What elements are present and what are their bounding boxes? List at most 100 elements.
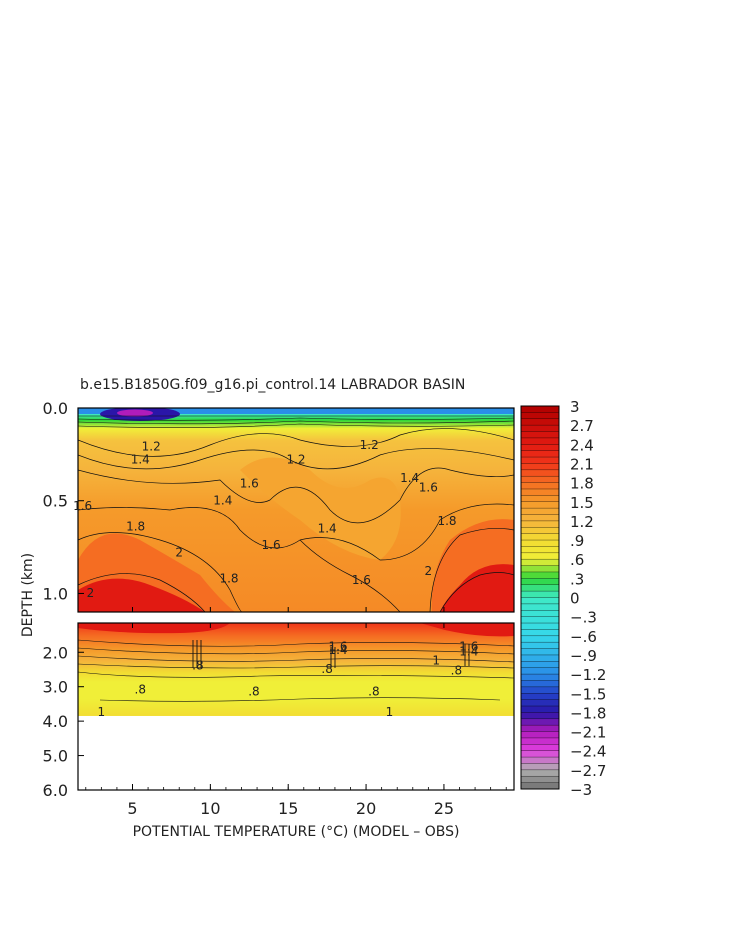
contour-label: 1.2 (142, 440, 161, 454)
colorbar-band (521, 565, 559, 573)
colorbar-band (521, 737, 559, 745)
colorbar-tick-label: −.6 (570, 628, 597, 646)
colorbar-band (521, 431, 559, 439)
colorbar-band (521, 520, 559, 528)
colorbar-band (521, 686, 559, 694)
colorbar-tick-label: 2.4 (570, 436, 594, 454)
colorbar-band (521, 725, 559, 732)
upper-y-tick-label: 0.5 (43, 492, 68, 511)
upper-contour-lines (78, 428, 514, 612)
upper-y-tick-label: 0.0 (43, 399, 68, 418)
colorbar-band (521, 693, 559, 700)
lower-y-tick-label: 5.0 (43, 747, 68, 766)
colorbar-band (521, 603, 559, 611)
colorbar-tick-label: 0 (570, 590, 580, 608)
colorbar-band (521, 629, 559, 637)
contour-label: 1.4 (318, 521, 337, 535)
colorbar-band (521, 661, 559, 669)
lower-y-ticks: 2.0 3.0 4.0 5.0 6.0 (43, 643, 84, 800)
colorbar-band (521, 718, 559, 726)
upper-field-coldest (117, 409, 153, 417)
x-axis-ticks: 5 10 15 20 25 (85, 607, 507, 818)
colorbar-tick-label: −2.4 (570, 743, 606, 761)
colorbar-frame (520, 405, 560, 790)
colorbar-band (521, 654, 559, 662)
upper-field-hot-right (440, 564, 514, 612)
colorbar-tick-label: 2.7 (570, 417, 594, 435)
contour-label: 1.4 (400, 471, 419, 485)
colorbar-tick-label: −1.2 (570, 666, 606, 684)
lower-panel: .8.8.8.8.8.81 111.61.4 1.61.4 2.03.04.05.0… (43, 622, 515, 800)
lower-panel-field (78, 623, 514, 718)
colorbar-band (521, 425, 559, 432)
colorbar-band (521, 763, 559, 771)
colorbar-band (521, 597, 559, 605)
colorbar-band (521, 750, 559, 758)
contour-label: .8 (451, 664, 462, 678)
contour-label: 1.2 (286, 453, 305, 467)
colorbar-band (521, 418, 559, 426)
colorbar-band (521, 482, 559, 490)
contour-label: 1.8 (437, 514, 456, 528)
colorbar-band (521, 680, 559, 688)
contour-label: 1.6 (73, 499, 92, 513)
colorbar-band (521, 527, 559, 534)
colorbar-band (521, 667, 559, 675)
lower-no-data-area (78, 715, 514, 718)
x-tick-label: 15 (278, 799, 298, 818)
colorbar-band (521, 731, 559, 739)
upper-y-tick-label: 1.0 (43, 584, 68, 603)
contour-label: 1.8 (126, 519, 145, 533)
colorbar-band (521, 476, 559, 483)
colorbar-band (521, 571, 559, 579)
colorbar-band (521, 757, 559, 764)
colorbar-tick-label: −1.5 (570, 685, 606, 703)
upper-dense-contours (78, 415, 514, 428)
colorbar-band (521, 533, 559, 541)
colorbar-band (521, 610, 559, 617)
colorbar-band (521, 540, 559, 547)
contour-label: .8 (321, 662, 332, 676)
upper-contour-labels: 1.41.21.61.21.41.61.821.81.61.41.61.21.4… (73, 438, 456, 600)
colorbar-band (521, 501, 559, 509)
colorbar-bands (521, 405, 559, 790)
colorbar-band (521, 642, 559, 649)
colorbar-tick-label: 1.2 (570, 513, 594, 531)
lower-y-tick-label: 6.0 (43, 781, 68, 800)
lower-contour-labels: .8.8.8.8.8.81 111.61.4 1.61.4 (98, 640, 479, 719)
colorbar-tick-label: −1.8 (570, 704, 606, 722)
colorbar-band (521, 769, 559, 777)
contour-label: .8 (135, 683, 146, 697)
contour-label: 1 (98, 705, 106, 719)
contour-label: 1.4 (213, 493, 232, 507)
upper-panel: 1.41.21.61.21.41.61.821.81.61.41.61.21.4… (43, 399, 515, 613)
x-tick-label: 5 (127, 799, 137, 818)
contour-label: 1.6 (262, 538, 281, 552)
contour-label: 1.6 (328, 640, 347, 654)
colorbar-band (521, 457, 559, 464)
colorbar-band (521, 648, 559, 656)
colorbar-band (521, 699, 559, 707)
contour-label: 1.4 (131, 453, 150, 467)
y-axis-label: DEPTH (km) (20, 553, 36, 637)
colorbar-band (521, 546, 559, 554)
colorbar-tick-label: −.9 (570, 647, 597, 665)
contour-label: 1.6 (419, 480, 438, 494)
colorbar-band (521, 591, 559, 598)
contour-label: 1.6 (352, 573, 371, 587)
colorbar-band (521, 584, 559, 592)
colorbar-tick-labels: 32.72.42.11.81.51.2.9.6.30−.3−.6−.9−1.2−… (570, 398, 606, 799)
colorbar-tick-label: .3 (570, 570, 584, 588)
upper-field-hot-left (78, 578, 205, 612)
lower-y-tick-label: 3.0 (43, 678, 68, 697)
contour-label: 2 (425, 564, 433, 578)
lower-y-tick-label: 2.0 (43, 643, 68, 662)
colorbar-tick-label: −.3 (570, 609, 597, 627)
colorbar-band (521, 782, 559, 790)
colorbar-band (521, 469, 559, 477)
contour-label: .8 (248, 684, 259, 698)
contour-label: 1 (386, 705, 394, 719)
lower-y-tick-label: 4.0 (43, 712, 68, 731)
upper-field-cool-middle (240, 457, 401, 560)
